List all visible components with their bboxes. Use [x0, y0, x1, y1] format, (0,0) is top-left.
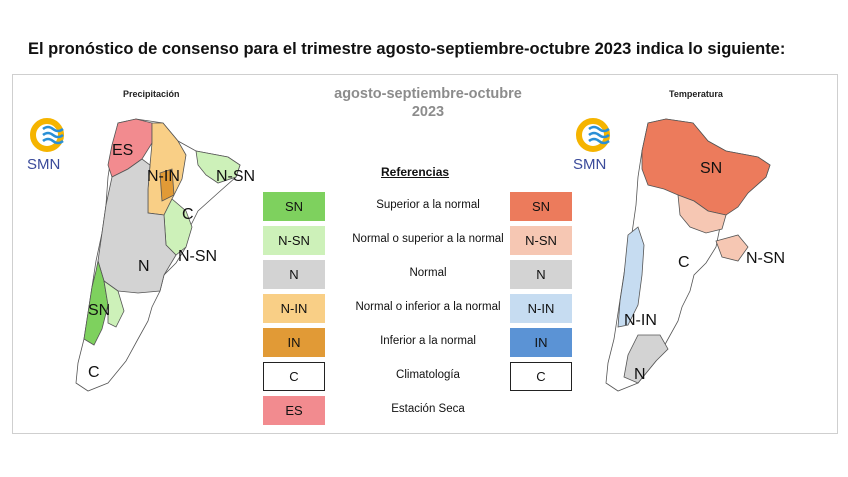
svg-text:N: N — [634, 366, 646, 383]
legend-description: Normal o inferior a la normal — [355, 301, 501, 313]
legend-description: Inferior a la normal — [380, 335, 476, 347]
legend-swatch-precip: IN — [263, 328, 325, 357]
svg-text:ES: ES — [112, 142, 133, 159]
period-line-2: 2023 — [411, 104, 445, 120]
period-title: agosto-septiembre-octubre 2023 — [303, 85, 553, 121]
legend-swatch-precip: ES — [263, 396, 325, 425]
svg-text:SMN: SMN — [27, 156, 60, 173]
legend-description: Normal — [409, 267, 447, 279]
legend-swatch-precip: C — [263, 362, 325, 391]
legend-description: Superior a la normal — [376, 199, 480, 211]
svg-text:SN: SN — [88, 302, 110, 319]
svg-text:N-SN: N-SN — [216, 168, 255, 185]
svg-text:N: N — [138, 258, 150, 275]
svg-text:C: C — [88, 364, 100, 381]
legend-swatch-temp: N-IN — [510, 294, 572, 323]
svg-text:N-IN: N-IN — [147, 168, 180, 185]
forecast-panel: Precipitación SMN ES N-IN — [12, 74, 838, 434]
legend-description: Estación Seca — [391, 403, 465, 415]
legend-swatch-precip: SN — [263, 192, 325, 221]
temp-region-labels: SN C N-SN N-IN N — [624, 160, 785, 383]
svg-text:SN: SN — [700, 160, 722, 177]
smn-logo-right: SMN — [573, 118, 610, 173]
legend-swatch-precip: N-IN — [263, 294, 325, 323]
temp-map: SN C N-SN N-IN N — [605, 118, 785, 392]
svg-text:N-SN: N-SN — [746, 250, 785, 267]
temp-map-title: Temperatura — [669, 89, 723, 99]
legend-swatch-temp: N-SN — [510, 226, 572, 255]
legend-swatch-temp: IN — [510, 328, 572, 357]
legend-swatch-temp: C — [510, 362, 572, 391]
legend-title: Referencias — [381, 165, 450, 179]
precip-map: ES N-IN N-SN C N-SN N SN C — [75, 118, 255, 392]
period-line-1: agosto-septiembre-octubre — [334, 86, 522, 102]
page-headline: El pronóstico de consenso para el trimes… — [28, 40, 786, 58]
svg-text:C: C — [182, 206, 194, 223]
svg-text:N-IN: N-IN — [624, 312, 657, 329]
legend-swatch-temp: N — [510, 260, 572, 289]
precip-region-labels: ES N-IN N-SN C N-SN N SN C — [88, 142, 255, 381]
legend-swatch-precip: N — [263, 260, 325, 289]
svg-text:N-SN: N-SN — [178, 248, 217, 265]
precip-map-title: Precipitación — [123, 89, 180, 99]
legend-swatch-temp: SN — [510, 192, 572, 221]
svg-text:SMN: SMN — [573, 156, 606, 173]
svg-text:C: C — [678, 254, 690, 271]
legend-swatch-precip: N-SN — [263, 226, 325, 255]
legend-description: Climatología — [396, 369, 460, 381]
legend-description: Normal o superior a la normal — [352, 233, 504, 245]
smn-logo-left: SMN — [27, 118, 64, 173]
